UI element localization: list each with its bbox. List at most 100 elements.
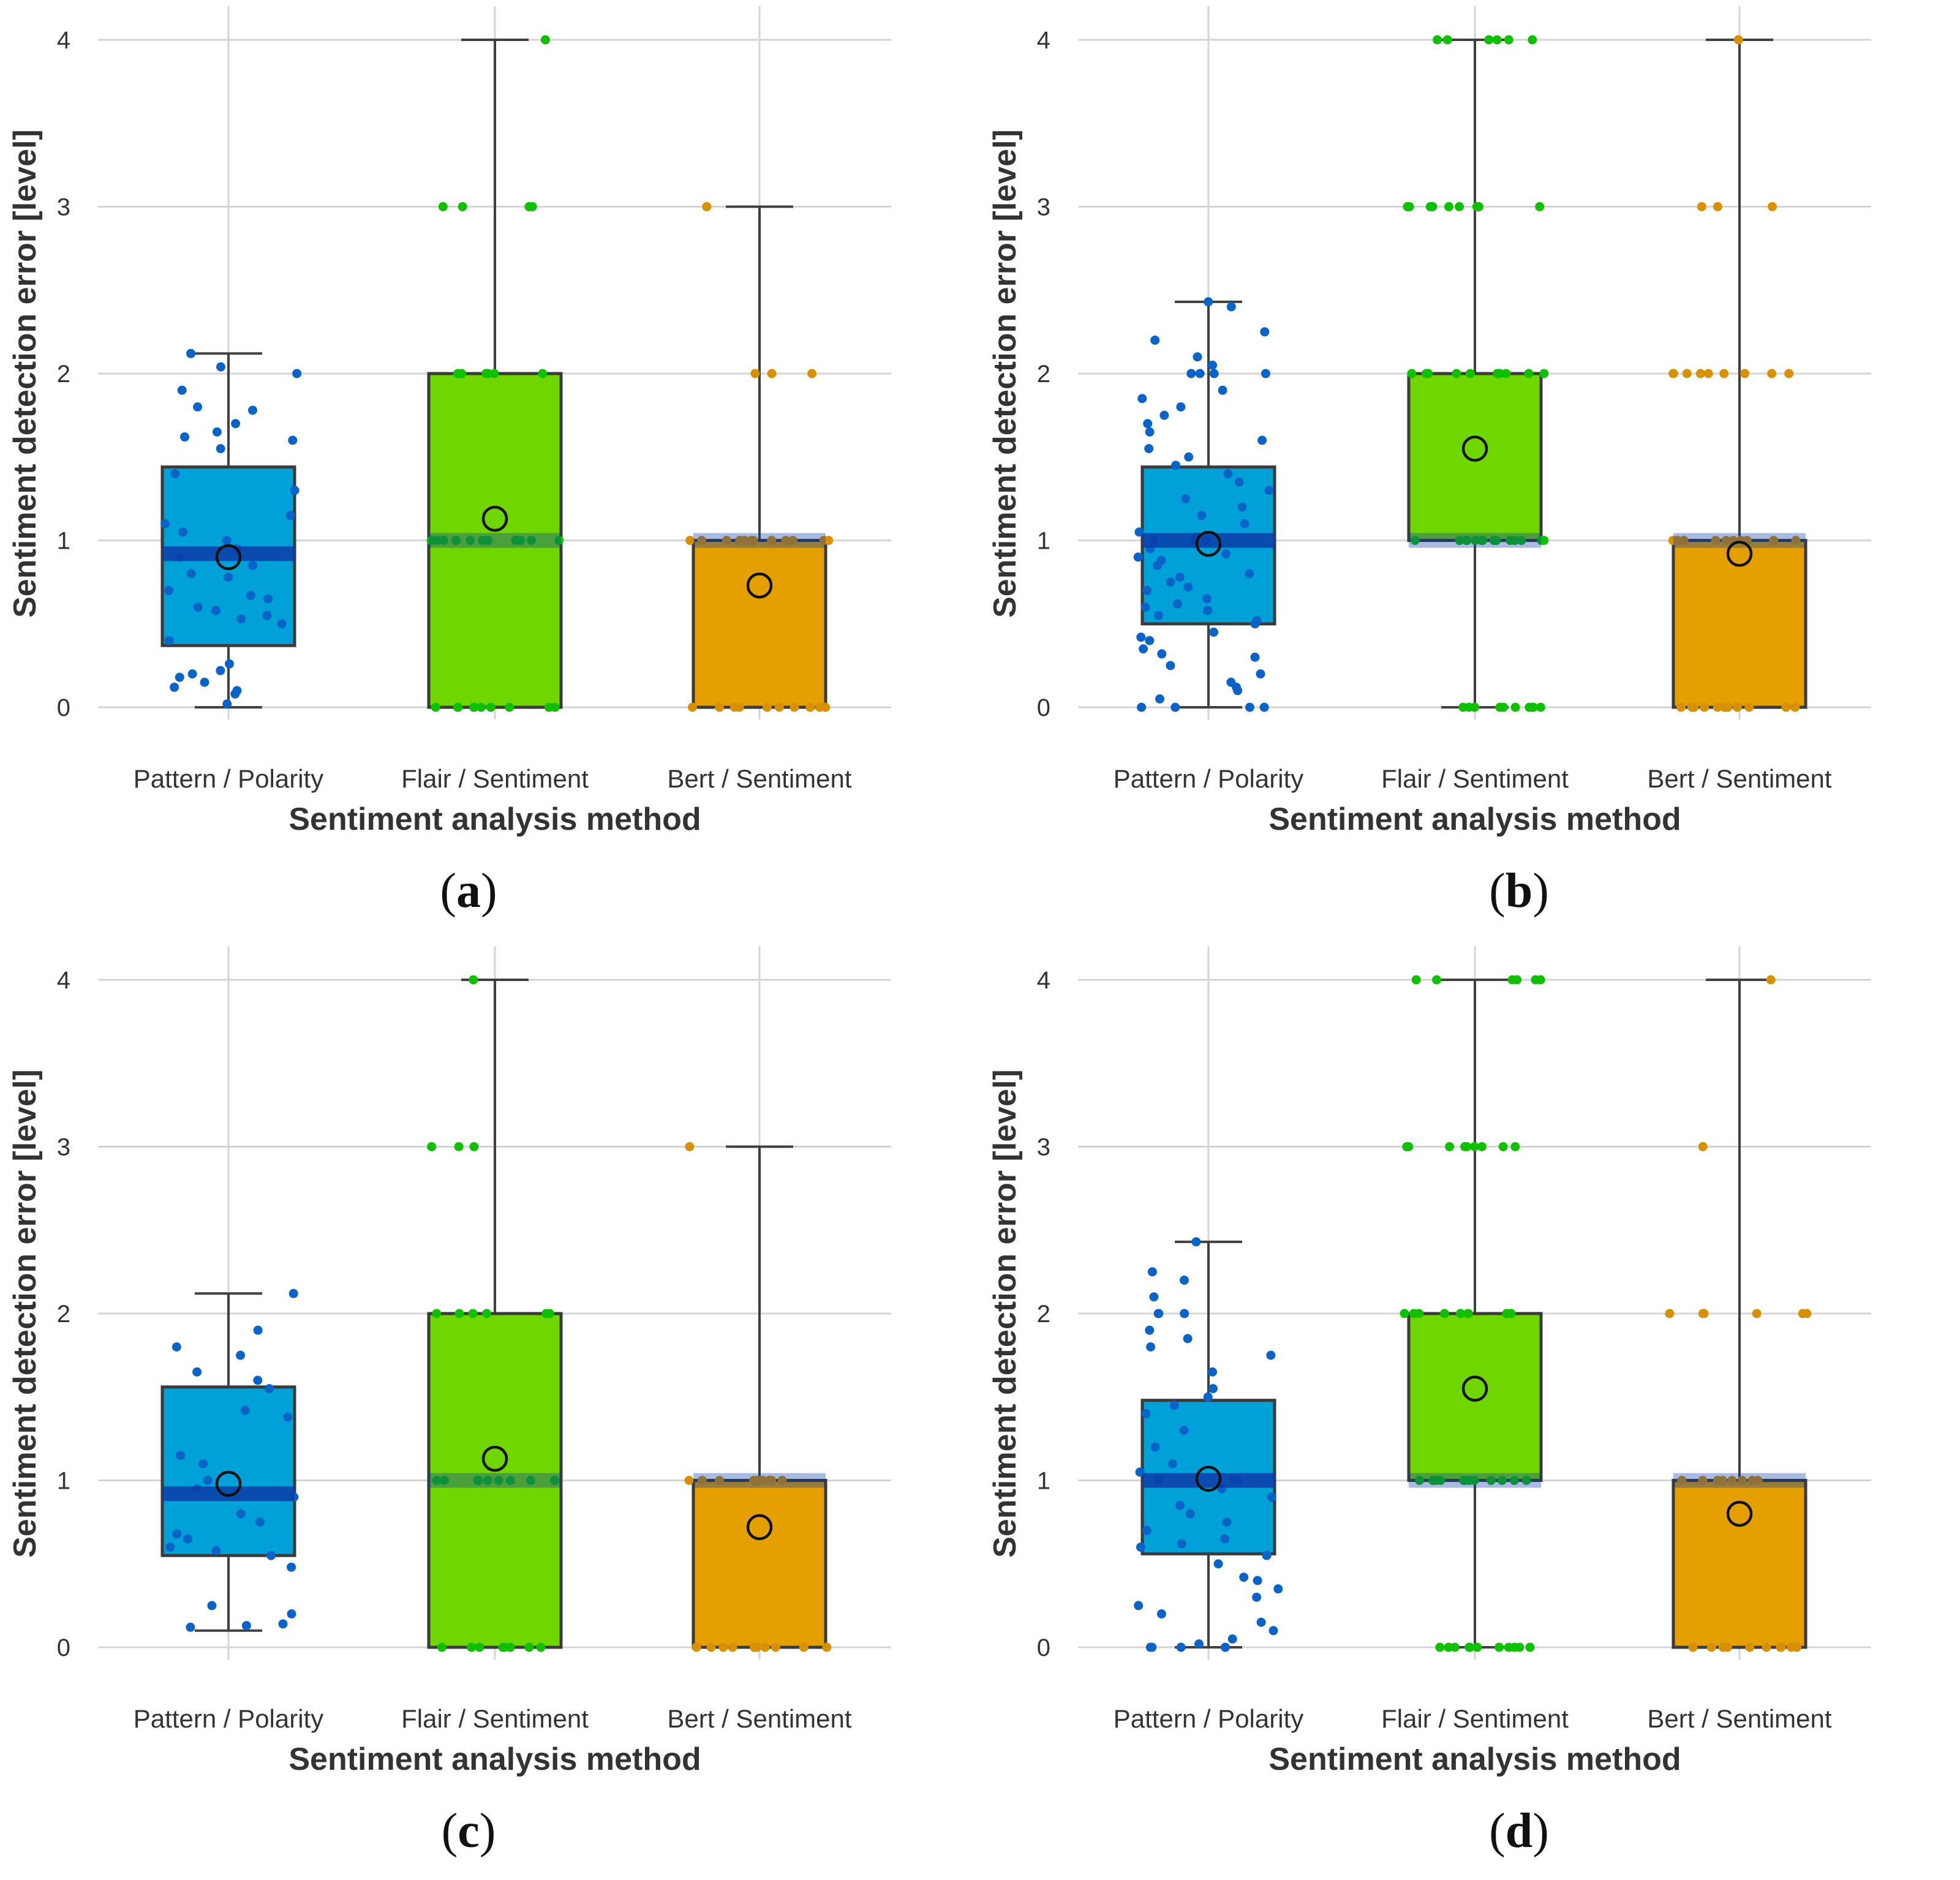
- data-point: [1450, 1642, 1460, 1652]
- data-point: [253, 1375, 263, 1385]
- data-point: [1147, 1267, 1157, 1277]
- y-tick-label: 4: [1037, 27, 1050, 54]
- data-point: [697, 536, 707, 545]
- data-point: [469, 702, 478, 712]
- data-point: [1665, 1309, 1675, 1318]
- data-point: [1766, 975, 1776, 985]
- data-point: [1266, 1350, 1276, 1360]
- x-tick-label-2: Bert / Sentiment: [1647, 764, 1831, 793]
- data-point: [1717, 1476, 1727, 1485]
- data-point: [1776, 1642, 1786, 1652]
- data-point: [292, 369, 302, 378]
- y-tick-label: 3: [57, 1134, 70, 1161]
- data-point: [1237, 502, 1247, 512]
- data-point: [1471, 536, 1480, 545]
- data-point: [1425, 202, 1435, 211]
- data-point: [1539, 369, 1549, 378]
- data-point: [715, 702, 724, 712]
- data-point: [748, 536, 758, 545]
- data-point: [1226, 677, 1236, 687]
- data-point: [1677, 1476, 1687, 1485]
- panel-b: 0 1 2 3 4 Pattern / Polarity Flair / Sentiment…: [980, 0, 1960, 940]
- mean-marker-2: [1726, 541, 1753, 567]
- median-bar-2: [693, 533, 826, 548]
- data-point: [489, 369, 499, 378]
- data-point: [216, 444, 225, 454]
- data-point: [1460, 1142, 1470, 1151]
- data-point: [1135, 1467, 1145, 1477]
- data-point: [1150, 336, 1160, 345]
- data-point: [186, 1622, 195, 1632]
- mean-marker-0: [215, 544, 242, 570]
- data-point: [1502, 1309, 1512, 1318]
- data-point: [1469, 1142, 1479, 1151]
- box-2: [692, 1479, 827, 1649]
- data-point: [1252, 1592, 1262, 1602]
- data-point: [212, 427, 222, 437]
- data-point: [1445, 1142, 1455, 1151]
- data-point: [1273, 1584, 1283, 1594]
- data-point: [1745, 1642, 1755, 1652]
- data-point: [1203, 606, 1213, 615]
- data-point: [1140, 603, 1150, 612]
- data-point: [1510, 1642, 1520, 1652]
- data-point: [799, 1642, 809, 1652]
- mean-marker-0: [1195, 1465, 1222, 1492]
- data-point: [1133, 552, 1143, 562]
- data-point: [439, 536, 448, 545]
- data-point: [172, 1529, 182, 1539]
- data-point: [685, 536, 695, 545]
- panel-caption-d: (d): [1489, 1804, 1549, 1858]
- y-tick-label: 2: [1037, 361, 1050, 388]
- data-point: [1261, 369, 1270, 378]
- data-point: [1245, 702, 1254, 712]
- data-point: [1404, 202, 1414, 211]
- data-point: [499, 1642, 509, 1652]
- data-point: [211, 606, 221, 615]
- data-point: [207, 1601, 217, 1611]
- data-point: [1262, 1551, 1272, 1560]
- data-point: [1531, 975, 1540, 985]
- panel-caption-a: (a): [440, 864, 497, 918]
- data-point: [1202, 594, 1212, 604]
- mean-marker-2: [1726, 1500, 1753, 1527]
- data-point: [1149, 1292, 1159, 1302]
- data-point: [1687, 702, 1697, 712]
- data-point: [1733, 35, 1743, 45]
- data-point: [1767, 369, 1777, 378]
- data-point: [1170, 702, 1180, 712]
- data-point: [454, 1309, 464, 1318]
- data-point: [722, 536, 731, 545]
- data-point: [1183, 1334, 1193, 1344]
- data-point: [767, 1476, 777, 1485]
- data-point: [1439, 1309, 1449, 1318]
- data-point: [1521, 1476, 1531, 1485]
- data-point: [290, 486, 300, 495]
- data-point: [1711, 536, 1721, 545]
- x-tick-label-0: Pattern / Polarity: [1114, 764, 1303, 793]
- data-point: [1442, 35, 1452, 45]
- chart-b: 0 1 2 3 4 Pattern / Polarity Flair / Sentiment…: [987, 6, 1871, 837]
- data-point: [1137, 394, 1147, 404]
- data-point: [1137, 702, 1147, 712]
- median-bar-2: [1673, 533, 1806, 548]
- data-point: [285, 511, 295, 521]
- data-point: [763, 702, 772, 712]
- data-point: [1462, 536, 1472, 545]
- data-point: [1142, 1525, 1152, 1535]
- data-point: [481, 369, 491, 378]
- data-point: [1769, 536, 1779, 545]
- data-point: [193, 603, 203, 612]
- data-point: [1145, 1325, 1155, 1335]
- x-tick-label-0: Pattern / Polarity: [134, 764, 323, 793]
- data-point: [505, 702, 514, 712]
- data-point: [192, 1367, 202, 1377]
- data-point: [1171, 461, 1181, 470]
- y-tick-label: 4: [57, 27, 70, 54]
- x-tick-label-2: Bert / Sentiment: [667, 764, 851, 793]
- data-point: [1492, 35, 1502, 45]
- data-point: [175, 672, 184, 682]
- median-bar-0: [1142, 1473, 1275, 1488]
- data-point: [1410, 536, 1420, 545]
- panel-d: 0 1 2 3 4 Pattern / Polarity Flair / Sentiment…: [980, 940, 1960, 1880]
